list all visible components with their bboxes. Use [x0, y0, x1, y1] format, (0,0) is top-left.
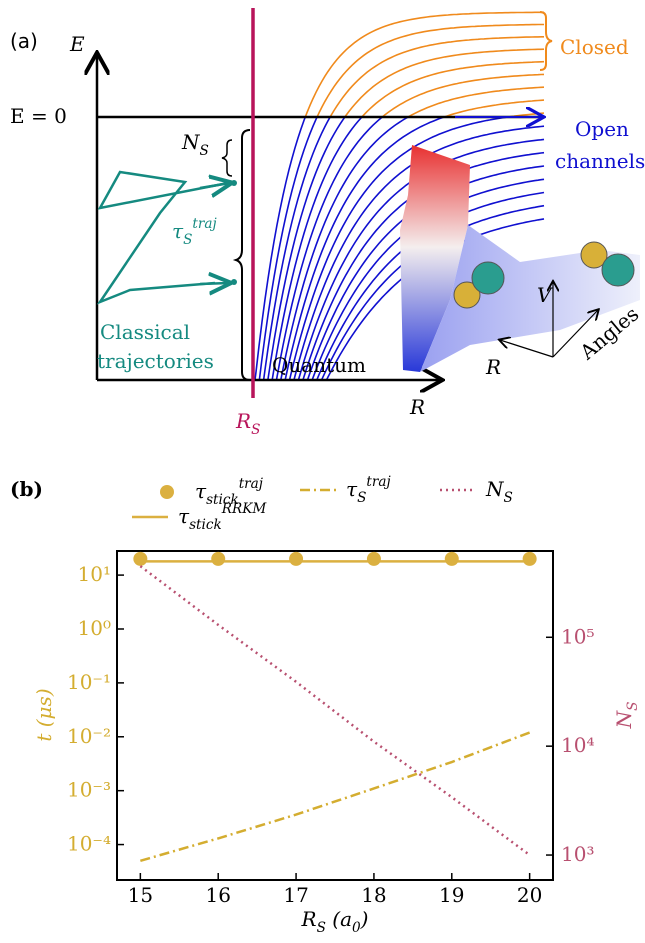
marker: [289, 551, 304, 566]
x-tick-label: 19: [439, 883, 464, 907]
brace: [539, 11, 553, 71]
x-tick-label: 17: [283, 883, 308, 907]
marker: [522, 551, 537, 566]
arrow: [199, 283, 229, 284]
channel-curve: [271, 117, 363, 380]
density-label: NS: [181, 130, 209, 159]
x-tick-label: 15: [128, 883, 153, 907]
channel-curve: [329, 36, 544, 117]
surface-label: V: [537, 283, 554, 307]
atom: [471, 261, 505, 295]
zero-label: E = 0: [10, 104, 67, 128]
channel-curve: [262, 117, 332, 380]
channel-curve: [406, 86, 545, 117]
closed-label: Closed: [560, 35, 629, 59]
surface: [400, 145, 470, 372]
open-label: channels: [555, 149, 645, 173]
channel-curve: [302, 151, 545, 380]
y-tick-label: 10⁻⁴: [67, 831, 111, 855]
channel-curve: [254, 117, 307, 380]
y-tick-label: 10¹: [78, 562, 111, 586]
panel-label: (a): [10, 29, 38, 53]
open-label: Open: [575, 117, 629, 141]
channel-curve: [288, 117, 515, 380]
quantum-label: Quantum: [272, 353, 366, 377]
channel-curve: [258, 117, 318, 380]
x-axis-label: RS (a0): [301, 907, 369, 936]
atom: [580, 241, 608, 269]
y-axis-label: t (μs): [32, 688, 56, 741]
classical-label: trajectories: [97, 349, 214, 373]
channel-curve: [325, 218, 545, 380]
channel-curve: [275, 117, 384, 380]
time-label: τStraj: [172, 216, 217, 248]
channel-curve: [316, 23, 544, 117]
dot: [231, 180, 237, 186]
y2-tick-label: 10⁵: [561, 624, 594, 648]
brace: [221, 139, 233, 177]
y2-tick-label: 10⁴: [561, 733, 594, 757]
channel-curve: [306, 165, 545, 380]
plot-frame: [116, 550, 554, 881]
channel-curves: [254, 11, 545, 380]
classical-label: Classical: [100, 320, 190, 344]
channel-curve: [343, 48, 545, 117]
trajectory: [96, 170, 229, 305]
legend-label: τsticktraj: [195, 476, 264, 508]
marker: [211, 551, 226, 566]
y2-tick-label: 10³: [561, 842, 594, 866]
x-tick-label: 16: [205, 883, 230, 907]
legend-label: τStraj: [346, 474, 391, 506]
channel-curve: [284, 117, 447, 380]
y2-axis-label: NS: [612, 702, 641, 730]
atom: [601, 253, 635, 287]
marker: [444, 551, 459, 566]
brace: [232, 129, 251, 381]
legend-marker: [160, 485, 174, 499]
axis-label: E: [69, 32, 85, 56]
channel-curve: [380, 73, 545, 117]
surface-axis: [552, 310, 598, 358]
channel-curve: [279, 117, 410, 380]
marker: [366, 551, 381, 566]
arrow: [199, 183, 230, 188]
channel-curve: [315, 191, 545, 380]
surface-axis: [500, 340, 554, 358]
axis-label: R: [409, 395, 425, 419]
channel-curve: [297, 138, 545, 380]
surface-label: R: [485, 355, 501, 379]
marker: [133, 551, 148, 566]
panel-a: (a) E E = 0 NS τStraj Classical trajecto…: [10, 8, 645, 438]
channel-curve: [360, 60, 545, 117]
channel-curve: [293, 125, 545, 380]
channel-curve: [441, 99, 545, 117]
channel-curve: [267, 117, 346, 380]
x-tick-label: 18: [361, 883, 386, 907]
y-tick-label: 10⁻³: [67, 777, 111, 801]
panel-label: (b): [10, 477, 43, 501]
y-tick-label: 10⁻²: [67, 723, 111, 747]
rs-label: RS: [235, 409, 260, 438]
series-line: [140, 731, 531, 862]
panel-b: (b) 15 16 17 18 19 20 10¹ 10⁰ 10⁻¹ 10⁻² 10⁻³ 10⁻⁴ 10…: [10, 474, 641, 936]
x-tick-label: 20: [517, 883, 542, 907]
atom: [453, 281, 481, 309]
channel-curve: [311, 178, 545, 380]
y-tick-label: 10⁰: [78, 615, 111, 639]
y-tick-label: 10⁻¹: [67, 669, 111, 693]
channel-curve: [304, 11, 544, 117]
series-line: [139, 565, 531, 857]
dot: [231, 279, 237, 285]
legend-label: τstickRRKM: [178, 501, 267, 533]
legend-label: NS: [485, 477, 513, 506]
channel-curve: [320, 204, 545, 380]
